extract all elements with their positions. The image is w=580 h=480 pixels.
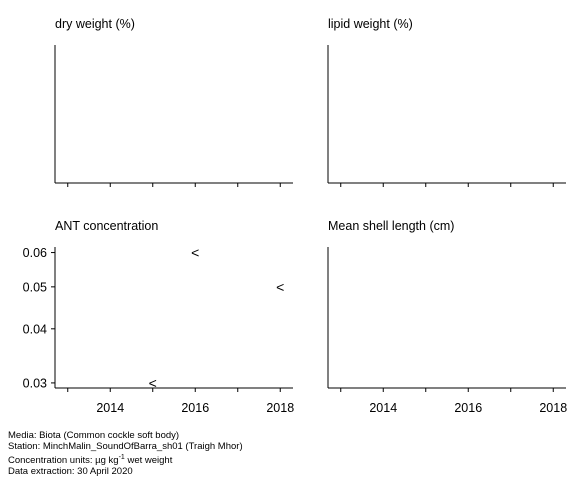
panel-title: ANT concentration — [55, 219, 158, 233]
y-tick-label: 0.04 — [23, 322, 47, 336]
x-tick-label: 2016 — [454, 401, 482, 415]
chart-panels: dry weight (%) lipid weight (%) ANT concen… — [23, 17, 568, 415]
panel-title: Mean shell length (cm) — [328, 219, 454, 233]
footer-extraction: Data extraction: 30 April 2020 — [8, 466, 133, 478]
footer-media: Media: Biota (Common cockle soft body) — [8, 430, 180, 441]
data-point: < — [149, 375, 157, 391]
panel-3: ANT concentration 2014 2016 2018 0.03 0.04 0.0… — [23, 219, 295, 415]
panel-title: dry weight (%) — [55, 17, 135, 31]
panel-4: Mean shell length (cm) 2014 2016 2018 — [327, 219, 567, 415]
y-tick-label: 0.05 — [23, 280, 47, 294]
data-point: < — [191, 245, 199, 261]
panel-1: dry weight (%) — [54, 17, 293, 187]
panel-2: lipid weight (%) — [327, 17, 566, 187]
y-tick-label: 0.06 — [23, 246, 47, 260]
x-tick-label: 2018 — [539, 401, 567, 415]
data-point: < — [276, 279, 284, 295]
y-tick-label: 0.03 — [23, 376, 47, 390]
footer-station: Station: MinchMalin_SoundOfBarra_sh01 (T… — [8, 441, 243, 452]
x-tick-label: 2016 — [181, 401, 209, 415]
x-tick-label: 2018 — [266, 401, 294, 415]
chart-footer: Media: Biota (Common cockle soft body) S… — [8, 430, 243, 477]
x-tick-label: 2014 — [96, 401, 124, 415]
x-tick-label: 2014 — [369, 401, 397, 415]
footer-units: Concentration units: µg kg-1 wet weight — [8, 454, 173, 467]
panel-title: lipid weight (%) — [328, 17, 413, 31]
